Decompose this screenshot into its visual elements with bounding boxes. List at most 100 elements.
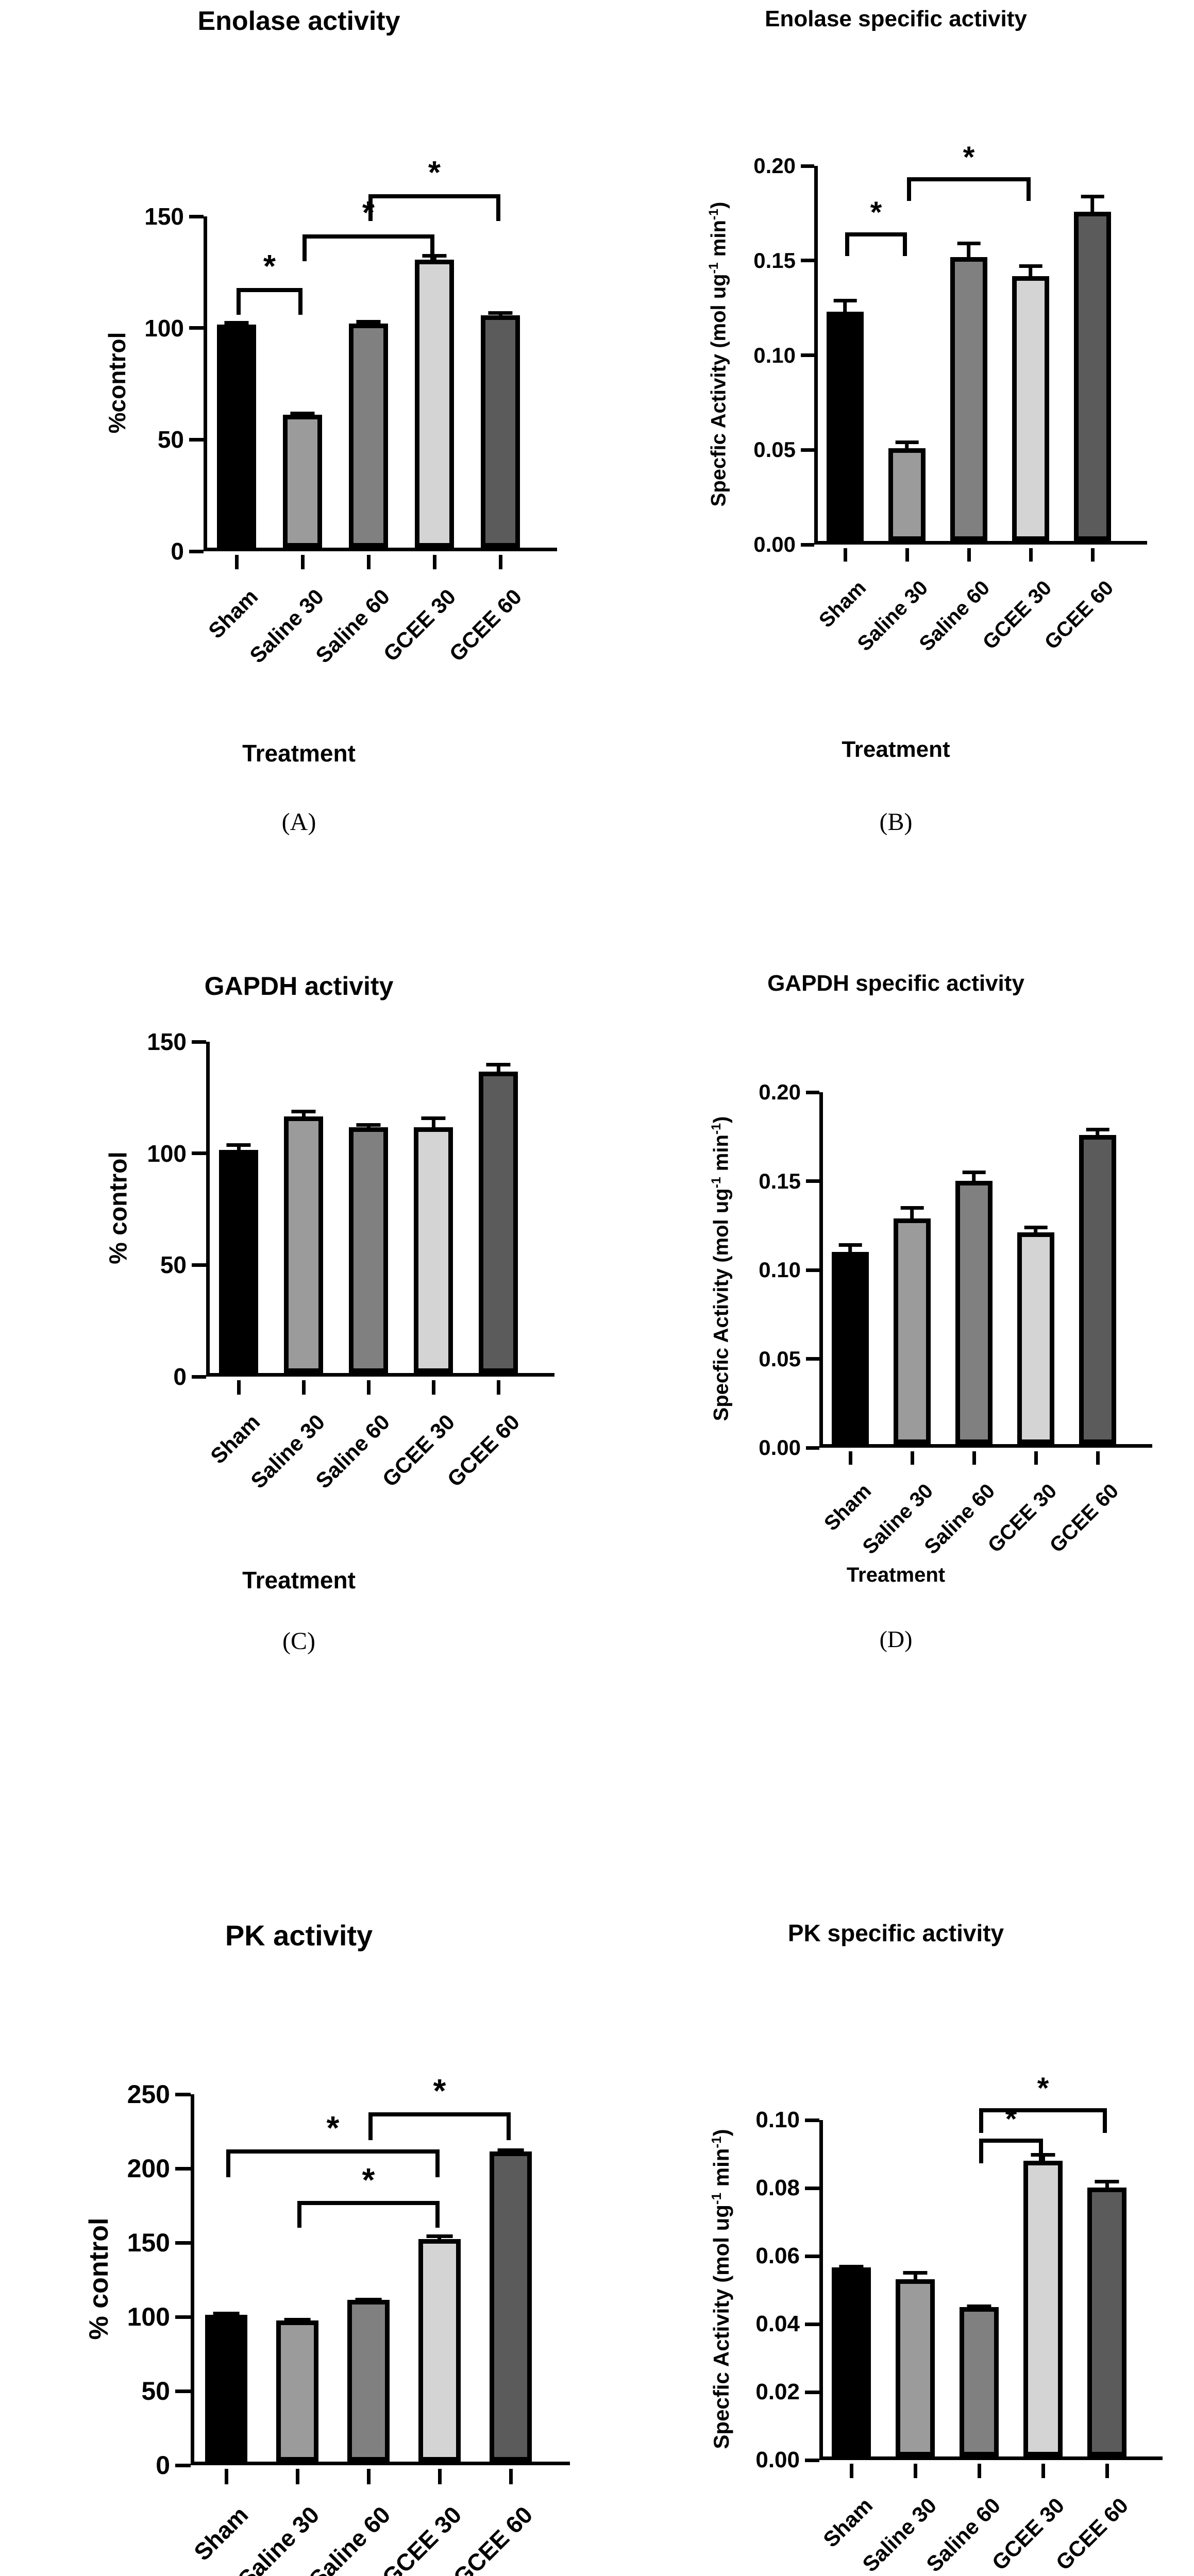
y-axis-tick-label: 0.20	[753, 154, 796, 178]
significance-star: *	[870, 195, 882, 229]
x-axis-tick-mark	[1105, 2464, 1109, 2478]
bracket-top-rule	[979, 2108, 1107, 2112]
x-axis-category-label: Sham	[206, 1410, 265, 1469]
x-axis-tick-mark	[1034, 1451, 1038, 1465]
bracket-right-leg	[435, 2201, 440, 2228]
bracket-top-rule	[237, 287, 302, 292]
significance-star: *	[1037, 2072, 1049, 2106]
error-bar-cap	[486, 1062, 511, 1066]
error-bar	[903, 2271, 928, 2280]
significance-bracket	[368, 194, 500, 221]
bracket-right-leg	[496, 194, 500, 221]
panel-c-gapdh-activity: GAPDH activity 0 50 100 150% control Sham Sal…	[0, 969, 598, 1917]
x-axis-tick-mark	[237, 1380, 241, 1395]
y-axis-tick-label: 0.04	[755, 2311, 800, 2336]
bar-group	[284, 1038, 323, 1373]
error-bar-cap	[895, 440, 919, 445]
bar-group	[896, 2116, 935, 2456]
y-axis-tick: 150	[127, 2228, 191, 2258]
error-bar-cap	[1086, 1127, 1109, 1131]
error-bar-cap	[213, 2312, 240, 2316]
error-bar	[1095, 2180, 1119, 2188]
panel-a-plot: 0 50 100 150 %control Sham Saline 30 Saline 60 G…	[104, 157, 557, 668]
y-axis-label: % control	[105, 1151, 132, 1265]
y-axis-tick: 0	[173, 1363, 206, 1391]
y-axis-tick: 0.08	[755, 2175, 819, 2201]
bracket-right-leg	[435, 2149, 440, 2177]
x-axis-tick-mark	[224, 2469, 228, 2484]
bar	[349, 1127, 388, 1373]
y-axis-tick: 150	[144, 202, 204, 230]
error-bar-cap	[1019, 264, 1042, 268]
y-axis-tick-mark	[805, 2118, 819, 2122]
y-axis-tick: 0.02	[755, 2379, 819, 2405]
bracket-left-leg	[979, 2139, 983, 2164]
x-axis-line	[204, 548, 557, 551]
y-axis-tick-mark	[806, 1357, 819, 1361]
y-axis-tick: 0.15	[753, 248, 814, 273]
y-axis-tick-label: 0.00	[753, 532, 796, 556]
panel-f-pk-specific-activity: PK specific activity 0.00 0.02 0.04 0.06 0.0…	[598, 1917, 1194, 2576]
error-bar	[962, 1170, 986, 1181]
x-axis-tick-mark	[300, 555, 305, 569]
bar-group	[349, 213, 388, 548]
error-bar-cap	[290, 411, 315, 415]
panel-e-axes: 0 50 100 150 200 250% control Sham Saline 30 Sal…	[84, 2074, 570, 2576]
y-axis-tick-label: 0.02	[755, 2379, 800, 2404]
y-axis-label: %control	[104, 332, 130, 434]
bar-group	[349, 1038, 388, 1373]
error-bar	[226, 1143, 251, 1150]
bracket-top-rule	[368, 194, 500, 198]
error-bar-stem	[972, 1170, 976, 1181]
y-axis-tick-label: 0.10	[755, 2107, 800, 2132]
bar-series	[206, 1042, 531, 1373]
x-axis-tick-mark	[301, 1380, 306, 1395]
bar	[894, 1218, 931, 1444]
x-axis-tick-mark	[910, 1451, 914, 1465]
x-axis-category-label: Saline 30	[853, 576, 933, 656]
error-bar-cap	[839, 2264, 864, 2268]
y-axis-tick-label: 0.05	[759, 1346, 801, 1371]
error-bar-cap	[833, 298, 857, 302]
y-axis-tick-mark	[801, 353, 814, 357]
y-axis-line	[191, 2094, 194, 2465]
y-axis-tick-mark	[192, 1263, 206, 1267]
error-bar-cap	[226, 1143, 251, 1147]
bar-group	[832, 1089, 869, 1444]
y-axis-tick-mark	[801, 164, 814, 168]
error-bar	[1019, 264, 1042, 276]
bar	[418, 2239, 461, 2462]
x-axis-category-label: Sham	[820, 1479, 876, 1535]
y-axis-tick-mark	[806, 1268, 819, 1272]
bar	[896, 2279, 935, 2456]
error-bar-cap	[421, 1116, 446, 1120]
error-bar	[488, 311, 513, 316]
error-bar	[356, 320, 381, 324]
x-axis-category-label: Saline 60	[920, 1479, 1000, 1559]
y-axis-tick: 0.00	[755, 2447, 819, 2473]
error-bar-cap	[426, 2234, 453, 2239]
y-axis-tick: 0.10	[759, 1258, 819, 1282]
error-bar	[967, 2304, 991, 2308]
y-axis-tick-label: 0.05	[753, 437, 796, 462]
x-axis-line	[814, 541, 1147, 545]
error-bar-stem	[843, 298, 847, 312]
y-axis-tick: 200	[127, 2154, 191, 2183]
y-axis-tick-mark	[805, 2458, 819, 2462]
panel-c-title: GAPDH activity	[204, 972, 394, 1001]
error-bar-cap	[903, 2271, 928, 2275]
y-axis-tick: 0.10	[753, 343, 814, 368]
bar	[832, 1252, 869, 1444]
x-axis-tick-mark	[509, 2469, 513, 2484]
y-axis-tick-label: 50	[157, 426, 184, 453]
bracket-right-leg	[1103, 2108, 1107, 2133]
bar	[490, 2151, 532, 2462]
panel-c-caption: (C)	[282, 1628, 315, 1655]
error-bar-cap	[962, 1170, 986, 1174]
error-bar	[486, 1062, 511, 1072]
significance-bracket	[845, 232, 907, 256]
y-axis-tick: 0.05	[759, 1347, 819, 1371]
panel-f-title: PK specific activity	[787, 1920, 1004, 1946]
y-axis-line	[819, 2120, 823, 2460]
